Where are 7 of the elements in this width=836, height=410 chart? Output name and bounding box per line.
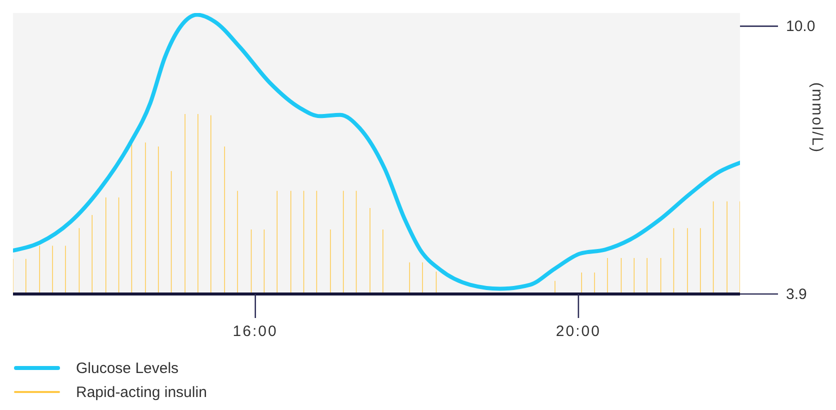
legend-label: Rapid-acting insulin xyxy=(76,384,207,400)
x-tick-label: 16:00 xyxy=(232,323,278,340)
legend-label: Glucose Levels xyxy=(76,360,179,376)
y-axis-title: (mmol/L) xyxy=(808,82,826,154)
y-tick-label: 10.0 xyxy=(786,18,816,36)
y-tick-label: 3.9 xyxy=(786,286,807,303)
x-tick-label: 20:00 xyxy=(556,323,601,340)
